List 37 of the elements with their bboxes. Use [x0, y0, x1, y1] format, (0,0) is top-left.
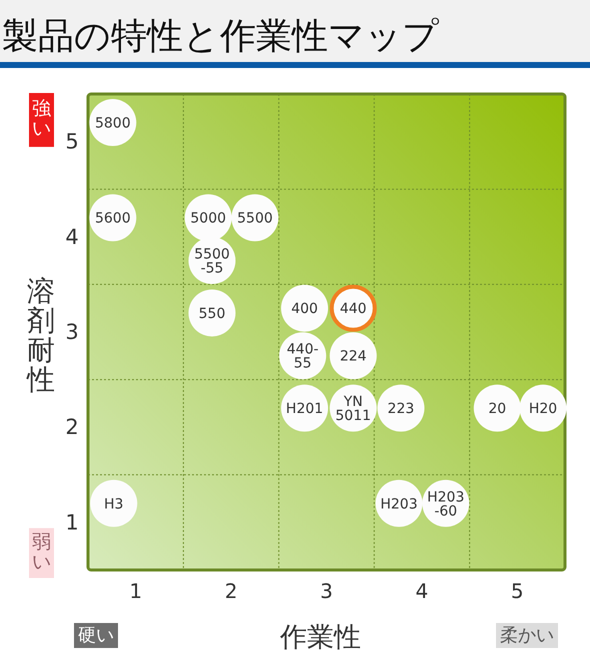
- annotation: 5000: [190, 210, 226, 227]
- annotation: H203 -60: [427, 489, 464, 520]
- y-tick-label: 1: [65, 510, 79, 534]
- text: 硬い: [78, 625, 114, 646]
- annotation: 20: [488, 401, 506, 418]
- annotation: YN 5011: [335, 394, 372, 424]
- x-axis-title: 作業性: [279, 622, 361, 653]
- y-tick-label: 4: [65, 224, 79, 249]
- x-tick-label: 4: [416, 579, 428, 603]
- annotation: 5500: [237, 210, 273, 227]
- annotation: 400: [291, 301, 318, 318]
- y-axis-title: 溶剤耐性: [26, 274, 55, 396]
- point: [474, 384, 521, 432]
- point: [90, 480, 138, 527]
- annotation: H3: [104, 496, 124, 512]
- text: 弱い: [32, 530, 51, 573]
- annotation: 550: [198, 306, 226, 322]
- annotation: 224: [340, 348, 367, 365]
- text: 強い: [32, 98, 51, 140]
- annotation: 440- 55: [286, 342, 319, 372]
- annotation: 5800: [94, 115, 131, 132]
- text: 柔かい: [500, 625, 554, 646]
- annotation: H201: [286, 401, 324, 418]
- y-tick-label: 2: [65, 415, 79, 440]
- annotation: 5500 -55: [194, 246, 230, 276]
- x-tick-label: 3: [320, 579, 333, 603]
- chart-title: 製品の特性と作業性マップ: [2, 16, 439, 57]
- annotation: 223: [388, 401, 414, 418]
- annotation: H203: [380, 496, 418, 512]
- annotation: 440: [340, 301, 367, 318]
- x-tick-label: 5: [510, 579, 524, 603]
- annotation: 5600: [94, 210, 131, 227]
- y-tick-label: 3: [65, 320, 79, 344]
- x-tick-label: 2: [224, 579, 238, 603]
- y-tick-label: 5: [65, 130, 79, 154]
- x-tick-label: 1: [129, 579, 142, 603]
- annotation: H20: [528, 401, 558, 418]
